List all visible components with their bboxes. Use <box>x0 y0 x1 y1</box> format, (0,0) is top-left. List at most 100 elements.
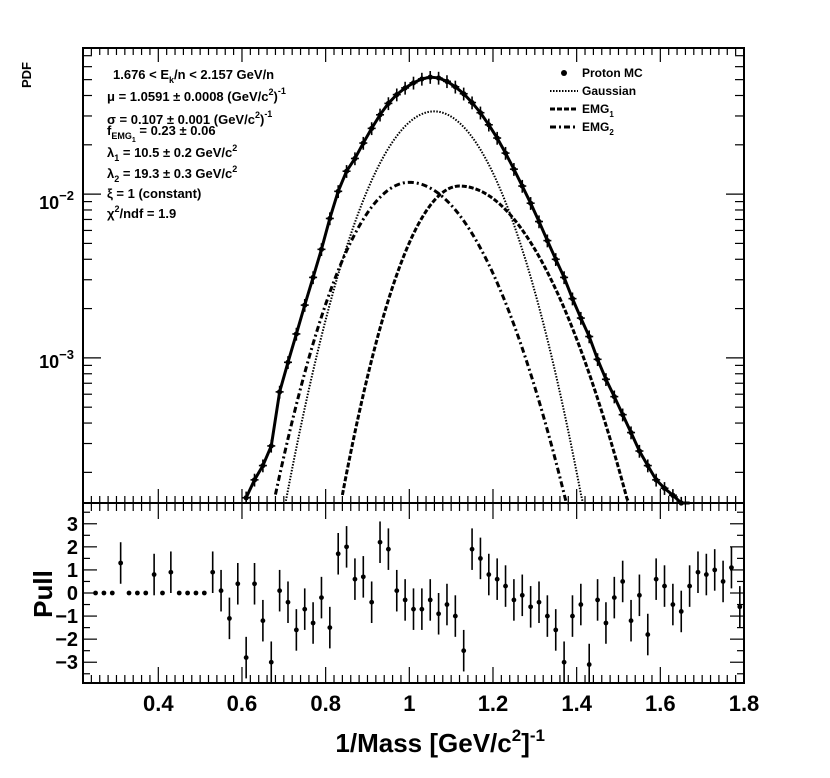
pull-y-tick-label: 0 <box>67 583 78 605</box>
x-tick-label: 0.6 <box>227 691 258 716</box>
pull-y-axis-label: Pull <box>28 570 58 618</box>
pull-point <box>293 627 299 633</box>
pull-point <box>168 569 174 575</box>
pull-y-tick-label: −1 <box>55 606 78 628</box>
data-point <box>536 218 542 225</box>
gaussian-curve <box>284 110 584 504</box>
data-point <box>586 333 592 340</box>
data-point <box>661 485 668 491</box>
data-point <box>678 500 684 506</box>
pull-point <box>494 576 500 582</box>
data-point <box>553 256 559 262</box>
pull-point <box>277 588 283 594</box>
pull-point <box>268 659 274 665</box>
pull-point <box>544 613 550 619</box>
annotation-xi: ξ = 1 (constant) <box>107 186 201 201</box>
pull-point <box>344 544 349 550</box>
data-point <box>594 356 601 362</box>
emg1-curve <box>340 184 631 504</box>
pull-point <box>712 567 718 573</box>
proton-mc-points <box>242 70 686 506</box>
pull-point <box>160 590 165 596</box>
data-point <box>369 125 375 131</box>
pull-point <box>461 648 467 654</box>
pull-point <box>427 597 433 603</box>
x-tick-label: 1.8 <box>729 691 760 716</box>
pull-point <box>377 539 383 545</box>
pull-point <box>653 576 659 582</box>
annotation-energy-range: 1.676 < Ek/n < 2.157 GeV/n <box>113 67 274 85</box>
pull-point <box>235 581 241 587</box>
annotation-sigma: σ = 0.107 ± 0.001 (GeV/c2)-1 <box>107 109 272 127</box>
pull-point <box>360 574 366 580</box>
legend-label-proton-mc: Proton MC <box>582 66 643 80</box>
data-point <box>419 76 425 82</box>
data-point <box>603 376 609 382</box>
x-tick-label: 1.6 <box>645 691 676 716</box>
data-point <box>461 91 467 97</box>
pull-point <box>227 615 232 621</box>
pull-point <box>335 551 341 557</box>
data-point <box>260 462 266 469</box>
pull-point <box>645 632 651 637</box>
pull-point <box>109 590 115 596</box>
x-tick-label: 1 <box>403 691 415 716</box>
pull-y-tick-label: −3 <box>55 652 78 674</box>
data-point <box>285 359 291 365</box>
data-point <box>636 448 643 454</box>
pull-point <box>252 581 257 587</box>
data-point <box>243 495 249 501</box>
fit-curves <box>244 75 690 505</box>
pull-point <box>478 555 483 561</box>
pull-point <box>570 613 575 619</box>
data-point <box>310 274 316 281</box>
pull-point <box>193 590 199 596</box>
pull-y-tick-label: 3 <box>67 514 78 536</box>
pull-point <box>210 569 216 575</box>
data-point <box>494 135 500 141</box>
data-point <box>302 302 308 308</box>
pull-point <box>662 583 667 589</box>
data-point <box>377 112 383 118</box>
emg2-curve <box>273 180 569 505</box>
pull-point <box>620 579 626 584</box>
data-point <box>569 296 576 302</box>
pull-point <box>720 579 726 584</box>
pull-point <box>436 611 442 617</box>
pull-point <box>511 597 517 603</box>
data-point <box>436 75 442 81</box>
pull-point <box>419 606 425 612</box>
pull-point <box>302 606 308 612</box>
pull-point <box>126 590 132 596</box>
data-point <box>402 85 408 91</box>
legend-label-emg1: EMG1 <box>582 102 614 119</box>
pull-point <box>578 602 584 607</box>
main-axis-ticks <box>82 48 745 503</box>
pull-point <box>310 620 316 626</box>
data-point <box>561 274 567 281</box>
data-point <box>653 477 659 483</box>
pull-point <box>452 613 458 619</box>
data-point <box>502 150 509 156</box>
annotation-lambda2: λ2 = 19.3 ± 0.3 GeV/c2 <box>107 164 237 184</box>
data-point <box>528 200 534 206</box>
data-point <box>427 74 433 80</box>
pull-point <box>93 590 98 596</box>
data-point <box>268 443 274 449</box>
data-point <box>277 389 283 395</box>
data-point <box>670 492 676 498</box>
pull-point <box>218 588 224 594</box>
data-point <box>410 80 417 86</box>
x-tick-label: 1.2 <box>478 691 509 716</box>
pull-point <box>528 604 534 610</box>
pull-point <box>385 546 391 552</box>
pull-point <box>352 576 358 582</box>
pull-point <box>134 590 140 596</box>
pull-point <box>151 572 157 577</box>
pull-point <box>327 625 333 631</box>
pull-point <box>260 618 266 624</box>
pull-point <box>285 599 291 605</box>
pull-point <box>394 588 400 594</box>
pull-point <box>369 599 375 605</box>
